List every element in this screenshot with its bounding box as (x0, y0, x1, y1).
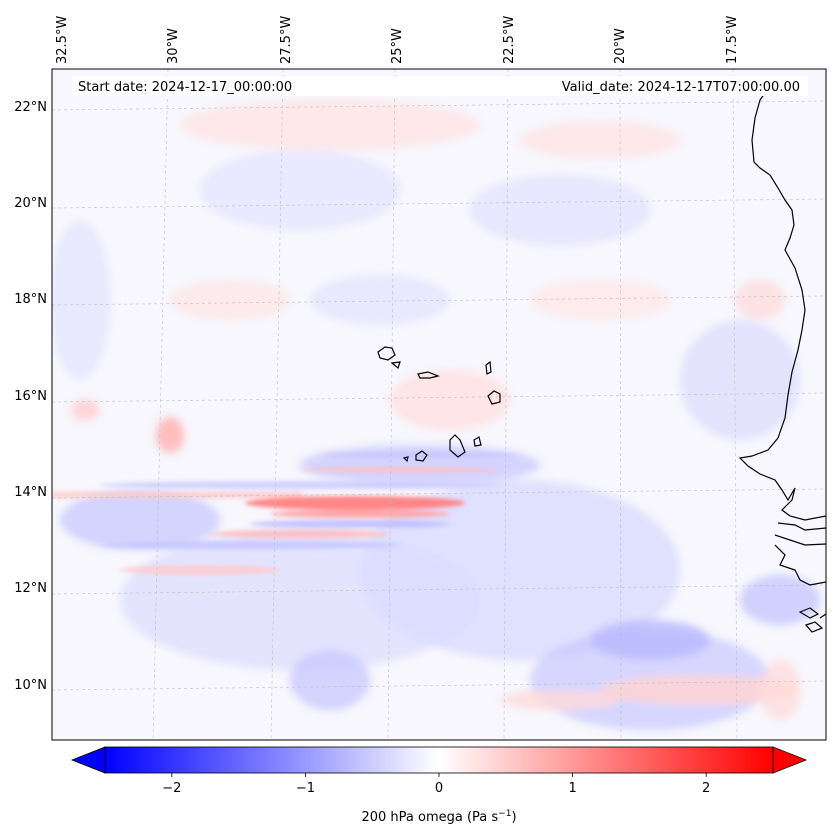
colorbar-label-close: ) (511, 810, 516, 825)
graticule (52, 69, 826, 740)
colorbar-ticks: −2 −1 0 1 2 (162, 773, 710, 796)
map-frame (51, 68, 827, 741)
cape-verde-fogo (415, 450, 428, 462)
start-date-label: Start date: 2024-12-17_00:00:00 (78, 80, 292, 95)
cape-verde-boa-vista (487, 390, 501, 405)
lon-tick-labels: 32.5°W 30°W 27.5°W 25°W 22.5°W 20°W 17.5… (55, 16, 740, 64)
lat-tick-labels: 22°N 20°N 18°N 16°N 14°N 12°N 10°N (14, 100, 47, 693)
colorbar-tick-label: 0 (435, 781, 443, 796)
cape-verde-maio (473, 436, 482, 447)
lat-tick-label: 10°N (14, 678, 47, 693)
omega-field (52, 100, 820, 730)
map-panel (52, 69, 826, 740)
colorbar-tick-label: −1 (296, 781, 315, 796)
colorbar-tick-label: 1 (568, 781, 576, 796)
lon-tick-label: 22.5°W (502, 16, 517, 64)
lon-tick-label: 27.5°W (279, 16, 294, 64)
cape-verde-santo-antao (377, 346, 396, 361)
cape-verde-sao-vicente (390, 361, 401, 370)
coastline (377, 85, 826, 633)
lon-tick-label: 30°W (166, 28, 181, 64)
valid-date-label: Valid_date: 2024-12-17T07:00:00.00 (562, 80, 800, 95)
omega-banding (52, 452, 520, 575)
lat-tick-label: 16°N (14, 389, 47, 404)
lon-tick-label: 17.5°W (725, 16, 740, 64)
lat-tick-label: 14°N (14, 485, 47, 500)
gambia-river (774, 522, 826, 546)
colorbar-label-exponent: −1 (498, 809, 511, 819)
cape-verde-sal (485, 360, 492, 375)
guinea-bissau-coast (774, 544, 826, 586)
colorbar-label-text: 200 hPa omega (Pa s (361, 810, 498, 825)
lat-tick-label: 20°N (14, 196, 47, 211)
lat-tick-label: 12°N (14, 581, 47, 596)
colorbar-label: 200 hPa omega (Pa s−1) (361, 809, 516, 825)
lon-tick-label: 20°W (613, 28, 628, 64)
lon-tick-label: 32.5°W (55, 16, 70, 64)
header-box (72, 76, 808, 96)
colorbar-tick-label: −2 (162, 781, 181, 796)
colorbar-extend-low (70, 746, 106, 774)
lon-tick-label: 25°W (390, 28, 405, 64)
colorbar: −2 −1 0 1 2 200 hPa omega (Pa s−1) (70, 746, 808, 825)
cape-verde-santiago (449, 434, 466, 458)
colorbar-body (104, 746, 774, 774)
lat-tick-label: 18°N (14, 292, 47, 307)
lat-tick-label: 22°N (14, 100, 47, 115)
africa-coastline (738, 85, 826, 521)
colorbar-extend-high (772, 746, 808, 774)
cape-verde-brava (402, 456, 409, 463)
colorbar-tick-label: 2 (702, 781, 710, 796)
bissagos-islands (798, 607, 826, 633)
cape-verde-sao-nicolau (417, 371, 440, 379)
